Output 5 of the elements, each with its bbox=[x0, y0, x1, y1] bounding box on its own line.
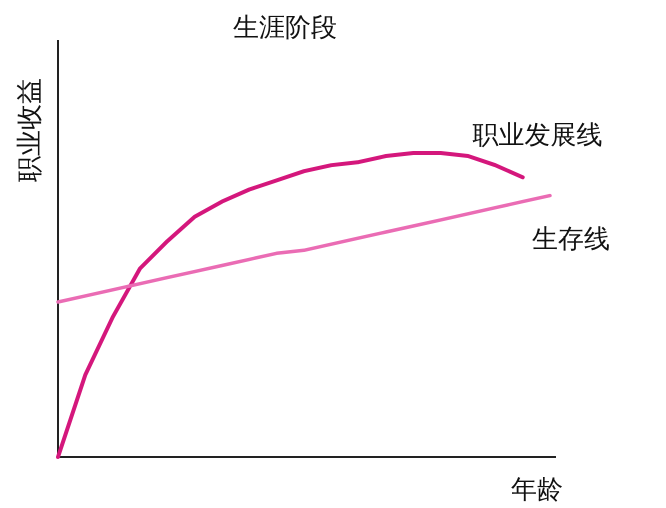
x-axis-title: 年龄 bbox=[511, 475, 563, 505]
series-label: 生存线 bbox=[532, 224, 610, 255]
chart-title: 生涯阶段 bbox=[233, 13, 337, 43]
series-label: 职业发展线 bbox=[472, 120, 603, 150]
y-axis-title: 职业收益 bbox=[15, 78, 45, 182]
